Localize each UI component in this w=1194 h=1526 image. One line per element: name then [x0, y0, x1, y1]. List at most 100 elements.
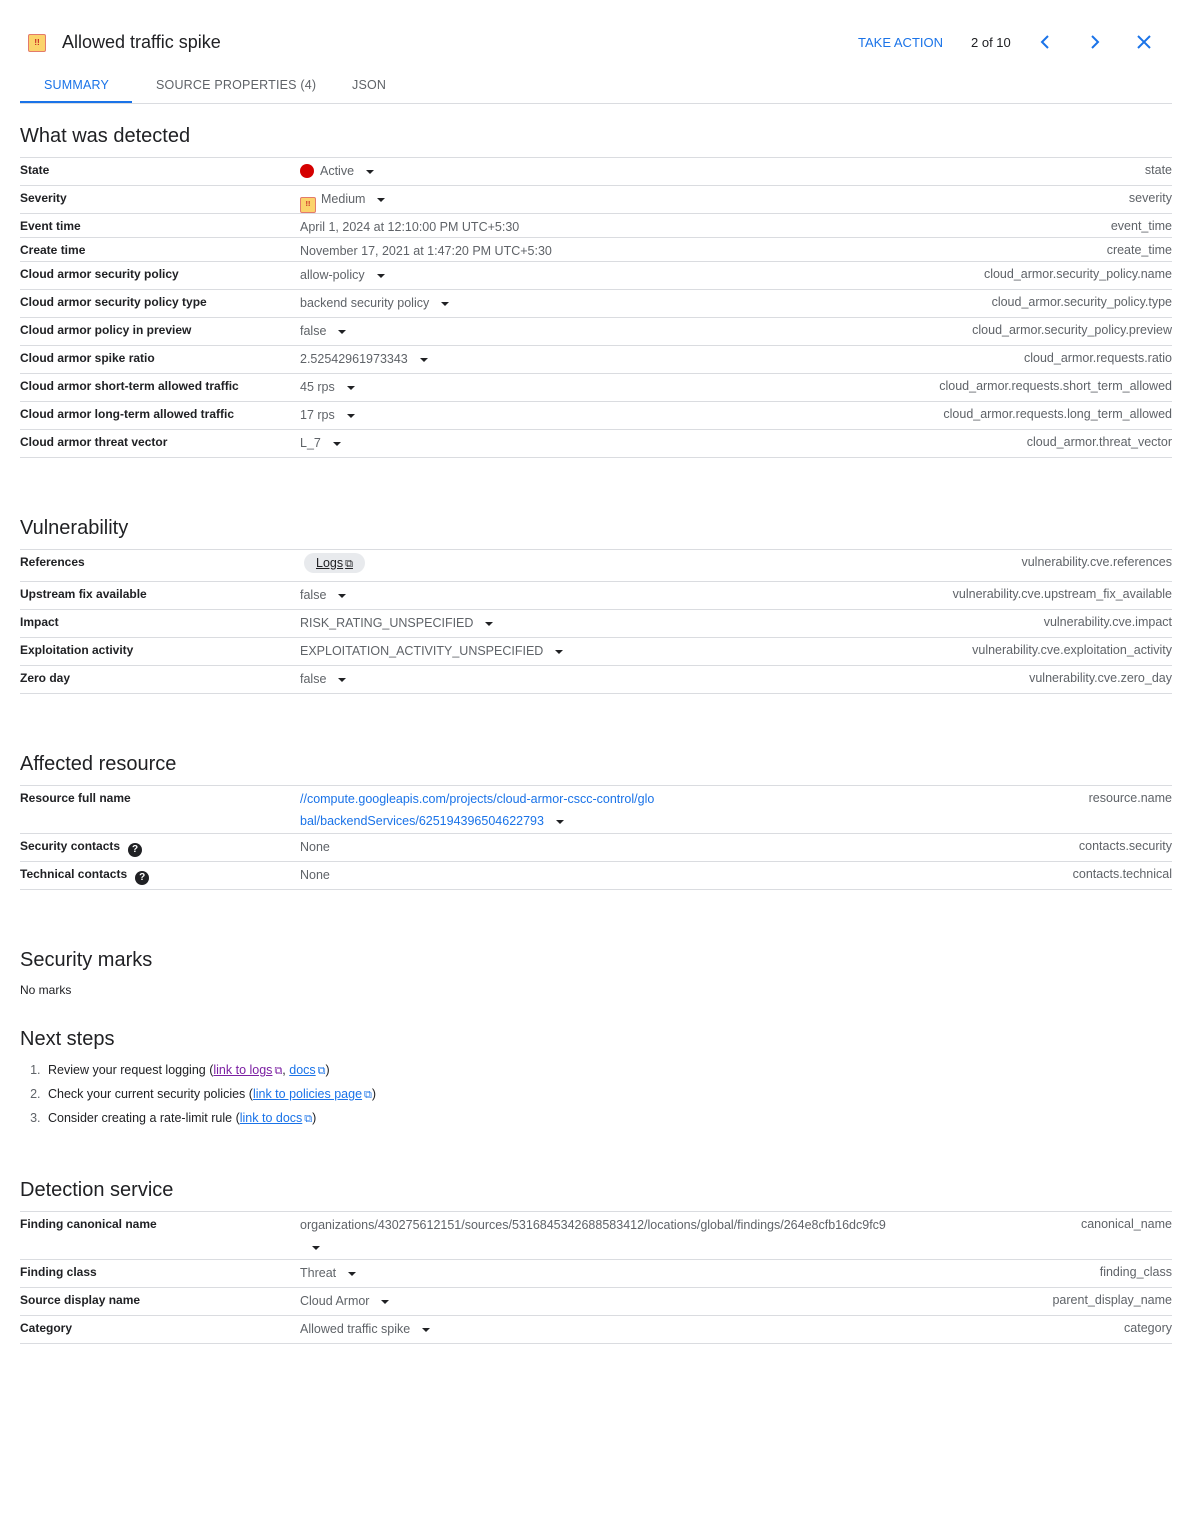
- dropdown-caret-icon[interactable]: [377, 197, 386, 202]
- external-link-icon[interactable]: ⧉: [317, 1065, 326, 1077]
- chevron-right-icon[interactable]: [1081, 28, 1109, 56]
- field-key: vulnerability.cve.references: [1021, 555, 1172, 569]
- row-zero-day: Zero day false vulnerability.cve.zero_day: [20, 666, 1172, 694]
- field-label: State: [20, 163, 49, 177]
- field-value: allow-policy: [300, 264, 385, 286]
- dropdown-caret-icon[interactable]: [348, 1271, 357, 1276]
- field-value: L_7: [300, 432, 341, 454]
- step-link[interactable]: docs: [289, 1063, 316, 1077]
- chevron-left-icon[interactable]: [1031, 28, 1059, 56]
- field-key: cloud_armor.security_policy.type: [991, 295, 1172, 309]
- value-text: 2.52542961973343: [300, 352, 408, 366]
- finding-title: Allowed traffic spike: [62, 32, 221, 52]
- take-action-button[interactable]: TAKE ACTION: [858, 35, 943, 50]
- section-title: Affected resource: [20, 753, 177, 775]
- field-value: Threat: [300, 1262, 357, 1284]
- field-label-text: References: [20, 555, 85, 569]
- section-title: What was detected: [20, 125, 191, 147]
- field-label-text: Finding class: [20, 1265, 97, 1279]
- field-label-text: Cloud armor short-term allowed traffic: [20, 379, 239, 393]
- dropdown-caret-icon[interactable]: [555, 819, 564, 824]
- field-label-text: Exploitation activity: [20, 643, 134, 657]
- field-label-text: Resource full name: [20, 791, 131, 805]
- field-key: vulnerability.cve.zero_day: [1029, 671, 1172, 685]
- field-key: parent_display_name: [1052, 1293, 1172, 1307]
- row-exploitation-activity: Exploitation activity EXPLOITATION_ACTIVI…: [20, 638, 1172, 666]
- dropdown-caret-icon[interactable]: [485, 621, 494, 626]
- dropdown-caret-icon[interactable]: [555, 649, 564, 654]
- row-event-time: Event time April 1, 2024 at 12:10:00 PM U…: [20, 214, 1172, 238]
- field-value: false: [300, 320, 347, 342]
- dropdown-caret-icon[interactable]: [332, 441, 341, 446]
- field-label: Cloud armor security policy: [20, 267, 179, 281]
- field-label: Finding class: [20, 1265, 97, 1279]
- step-link[interactable]: link to policies page: [252, 1087, 363, 1101]
- field-key: event_time: [1110, 219, 1172, 233]
- field-key: vulnerability.cve.impact: [1043, 615, 1172, 629]
- field-label-text: Event time: [20, 219, 81, 233]
- field-value: Allowed traffic spike: [300, 1318, 431, 1340]
- step-link[interactable]: link to docs: [239, 1111, 303, 1125]
- dropdown-caret-icon[interactable]: [376, 273, 385, 278]
- help-icon[interactable]: ?: [128, 843, 143, 857]
- tab-json[interactable]: JSON: [352, 78, 387, 92]
- field-label: Security contacts?: [20, 839, 143, 857]
- resource-link[interactable]: //compute.googleapis.com/projects/cloud-…: [300, 792, 655, 828]
- field-key: canonical_name: [1080, 1217, 1172, 1231]
- step-link[interactable]: link to logs: [213, 1063, 273, 1077]
- external-link-icon[interactable]: ⧉: [304, 1113, 313, 1125]
- field-label-text: Cloud armor policy in preview: [20, 323, 192, 337]
- row-state: State Active state: [20, 158, 1172, 186]
- dropdown-caret-icon[interactable]: [338, 677, 347, 682]
- tab-source-properties[interactable]: SOURCE PROPERTIES (4): [156, 78, 317, 92]
- dropdown-caret-icon[interactable]: [346, 385, 355, 390]
- logs-reference-chip[interactable]: Logs ⧉: [304, 553, 365, 573]
- step-end: ): [325, 1063, 330, 1077]
- no-marks-text: No marks: [20, 983, 72, 997]
- tab-summary[interactable]: SUMMARY: [44, 78, 110, 92]
- field-value: None: [300, 864, 330, 886]
- dropdown-caret-icon[interactable]: [422, 1327, 431, 1332]
- field-label: Resource full name: [20, 791, 131, 805]
- external-link-icon[interactable]: ⧉: [364, 1089, 372, 1101]
- field-value: 2.52542961973343: [300, 348, 428, 370]
- field-label: Upstream fix available: [20, 587, 147, 601]
- row-cloud-armor-security-policy: Cloud armor security policy allow-policy c…: [20, 262, 1172, 290]
- dropdown-caret-icon[interactable]: [338, 593, 347, 598]
- dropdown-caret-icon[interactable]: [381, 1299, 390, 1304]
- field-key: category: [1124, 1321, 1172, 1335]
- value-text: false: [300, 324, 327, 338]
- row-cloud-armor-long-term-allowed-traffic: Cloud armor long-term allowed traffic 17 …: [20, 402, 1172, 430]
- close-icon[interactable]: [1130, 28, 1158, 56]
- dropdown-caret-icon[interactable]: [338, 329, 347, 334]
- field-label: Cloud armor spike ratio: [20, 351, 155, 365]
- value-text: false: [300, 672, 327, 686]
- next-steps-list: Review your request logging (link to log…: [44, 1058, 1172, 1130]
- field-key: resource.name: [1088, 791, 1172, 805]
- active-tab-indicator: [20, 101, 132, 103]
- help-icon[interactable]: ?: [135, 871, 150, 885]
- dropdown-caret-icon[interactable]: [441, 301, 450, 306]
- dropdown-caret-icon[interactable]: [346, 413, 355, 418]
- row-technical-contacts: Technical contacts? None contacts.technica…: [20, 862, 1172, 890]
- detection-table: Finding canonical name organizations/4302…: [20, 1211, 1172, 1344]
- field-label: Technical contacts?: [20, 867, 150, 885]
- row-source-display-name: Source display name Cloud Armor parent_dis…: [20, 1288, 1172, 1316]
- external-link-icon[interactable]: ⧉: [274, 1065, 283, 1077]
- row-create-time: Create time November 17, 2021 at 1:47:20 …: [20, 238, 1172, 262]
- value-text: 45 rps: [300, 380, 335, 394]
- section-title: Detection service: [20, 1179, 174, 1201]
- dropdown-caret-icon[interactable]: [312, 1245, 320, 1250]
- value-text: organizations/430275612151/sources/53168…: [300, 1218, 886, 1232]
- external-link-icon: ⧉: [345, 558, 353, 570]
- field-label-text: Cloud armor long-term allowed traffic: [20, 407, 235, 421]
- field-label: Cloud armor long-term allowed traffic: [20, 407, 234, 421]
- dropdown-caret-icon[interactable]: [366, 169, 375, 174]
- field-label-text: Security contacts: [20, 839, 121, 853]
- value-text: None: [300, 868, 330, 882]
- dropdown-caret-icon[interactable]: [419, 357, 428, 362]
- value-text: RISK_RATING_UNSPECIFIED: [300, 616, 474, 630]
- field-label: Create time: [20, 243, 85, 257]
- row-finding-class: Finding class Threat finding_class: [20, 1260, 1172, 1288]
- step-end: ): [312, 1111, 317, 1125]
